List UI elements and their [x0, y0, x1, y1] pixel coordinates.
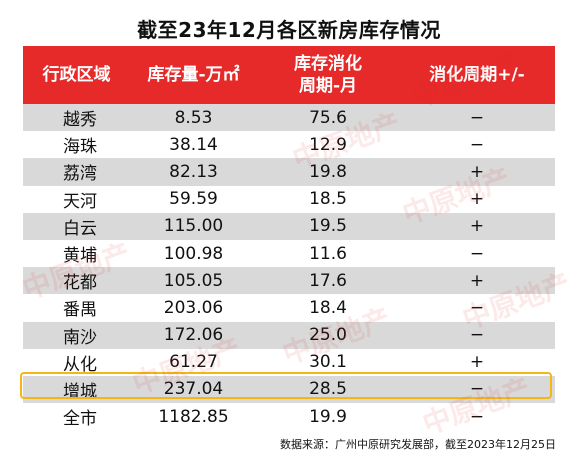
cycle-cell: 75.6 [309, 107, 347, 128]
inventory-cell: 1182.85 [158, 406, 229, 427]
table-row: 天河 59.59 18.5 + [23, 185, 555, 213]
district-cell: 南沙 [63, 327, 97, 348]
table-row: 海珠 38.14 12.9 − [23, 131, 555, 159]
inventory-cell: 38.14 [169, 134, 218, 155]
table-header: 行政区域 库存量-万㎡ 库存消化 周期-月 消化周期+/- [23, 46, 555, 104]
table-row: 全市 1182.85 19.9 − [23, 403, 555, 431]
header-district: 行政区域 [42, 65, 111, 85]
inventory-cell: 82.13 [169, 161, 218, 182]
header-cycle: 库存消化 周期-月 [257, 53, 399, 97]
highlight-box [20, 372, 552, 399]
district-cell: 番禺 [63, 300, 97, 321]
cycle-cell: 25.0 [309, 325, 347, 346]
change-cell: + [469, 270, 485, 291]
cycle-cell: 12.9 [309, 134, 347, 155]
district-cell: 黄埔 [63, 246, 97, 267]
header-cycle-line2: 周期-月 [298, 76, 358, 96]
cycle-cell: 28.5 [309, 379, 347, 400]
table-row: 白云 115.00 19.5 + [23, 212, 555, 240]
change-cell: + [469, 216, 485, 237]
table-row: 南沙 172.06 25.0 − [23, 321, 555, 349]
table-body: 越秀 8.53 75.6 − 海珠 38.14 12.9 − 荔湾 82.13 19.8 + 天河 59.… [23, 104, 555, 431]
inventory-cell: 203.06 [163, 297, 224, 318]
inventory-cell: 100.98 [163, 243, 224, 264]
inventory-cell: 61.27 [169, 352, 218, 373]
table-row: 番禺 203.06 18.4 − [23, 294, 555, 322]
change-cell: − [469, 379, 485, 400]
page-title: 截至23年12月各区新房库存情况 [137, 18, 441, 42]
district-cell: 荔湾 [63, 164, 97, 185]
district-cell: 增城 [63, 381, 97, 402]
change-cell: + [469, 189, 485, 210]
change-cell: − [469, 406, 485, 427]
district-cell: 天河 [63, 191, 97, 212]
cycle-cell: 19.8 [309, 161, 347, 182]
inventory-cell: 172.06 [163, 325, 224, 346]
change-cell: − [469, 325, 485, 346]
change-cell: + [469, 352, 485, 373]
inventory-cell: 115.00 [163, 216, 224, 237]
change-cell: − [469, 243, 485, 264]
table-row: 从化 61.27 30.1 + [23, 348, 555, 376]
cycle-cell: 19.9 [309, 406, 347, 427]
header-change: 消化周期+/- [429, 65, 525, 85]
cycle-cell: 18.4 [309, 297, 347, 318]
inventory-cell: 237.04 [163, 379, 224, 400]
change-cell: + [469, 161, 485, 182]
cycle-cell: 11.6 [309, 243, 347, 264]
cycle-cell: 18.5 [309, 189, 347, 210]
cycle-cell: 17.6 [309, 270, 347, 291]
header-cycle-line1: 库存消化 [294, 54, 362, 74]
district-cell: 从化 [63, 354, 97, 375]
district-cell: 越秀 [63, 110, 97, 131]
header-inventory: 库存量-万㎡ [147, 65, 240, 85]
district-cell: 海珠 [63, 137, 97, 158]
inventory-cell: 105.05 [163, 270, 224, 291]
inventory-cell: 59.59 [169, 189, 218, 210]
district-cell: 白云 [63, 218, 97, 239]
source-note: 数据来源：广州中原研究发展部，截至2023年12月25日 [280, 438, 556, 451]
inventory-cell: 8.53 [174, 107, 213, 128]
inventory-table: 行政区域 库存量-万㎡ 库存消化 周期-月 消化周期+/- 越秀 8.53 75.6… [23, 46, 555, 431]
table-row: 荔湾 82.13 19.8 + [23, 158, 555, 186]
table-row: 花都 105.05 17.6 + [23, 267, 555, 295]
cycle-cell: 19.5 [309, 216, 347, 237]
cycle-cell: 30.1 [309, 352, 347, 373]
district-cell: 花都 [63, 273, 97, 294]
table-row: 越秀 8.53 75.6 − [23, 104, 555, 132]
change-cell: − [469, 134, 485, 155]
table-row: 黄埔 100.98 11.6 − [23, 239, 555, 268]
district-cell: 全市 [63, 409, 97, 430]
change-cell: − [469, 297, 485, 318]
change-cell: − [469, 107, 485, 128]
